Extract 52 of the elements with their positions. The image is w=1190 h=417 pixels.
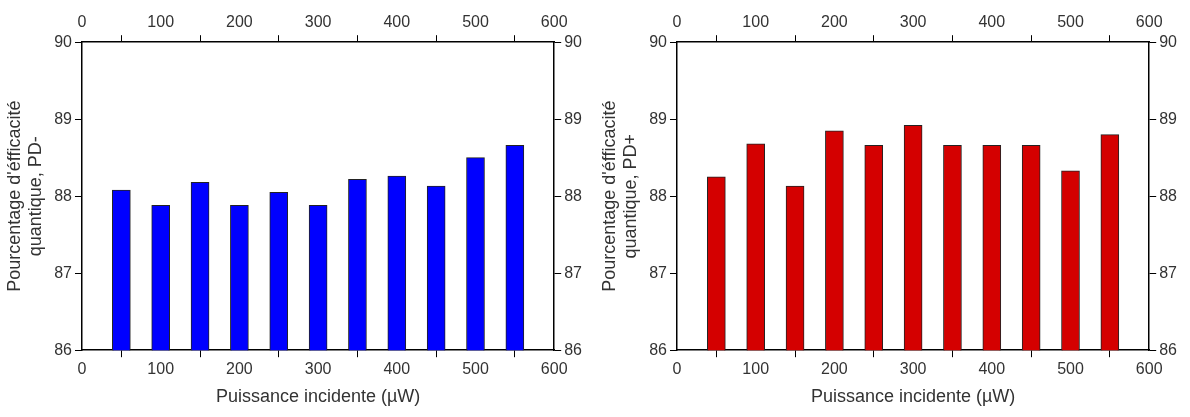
x2-tick-label: 0 (77, 13, 87, 31)
x-tick-label: 400 (383, 360, 411, 378)
x2-tick-label: 100 (147, 13, 175, 31)
y2-tick-label: 88 (1159, 186, 1178, 204)
x2-tick-label: 100 (742, 13, 770, 31)
x2-tick-label: 200 (821, 13, 848, 31)
y-tick-label: 87 (54, 263, 73, 281)
x-tick-label: 500 (462, 360, 489, 378)
y-tick-label: 87 (649, 263, 668, 281)
y2-tick-label: 87 (1159, 263, 1178, 281)
y2-tick-label: 88 (564, 186, 583, 204)
y2-tick-label: 90 (564, 32, 583, 50)
y2-tick-label: 90 (1159, 32, 1178, 50)
x2-tick-label: 0 (672, 13, 682, 31)
y2-tick-label: 86 (1159, 340, 1178, 358)
x2-tick-label: 200 (226, 13, 253, 31)
x-tick-label: 0 (672, 360, 682, 378)
x-tick-label: 400 (978, 360, 1006, 378)
x-axis-title: Puissance incidente (µW) (810, 386, 1016, 407)
x-tick-label: 100 (147, 360, 175, 378)
x2-tick-label: 600 (1135, 13, 1163, 31)
x-tick-label: 500 (1057, 360, 1084, 378)
y2-tick-label: 89 (564, 109, 583, 127)
y-axis-title: Pourcentage d'éfficacité quantique, PD+ (598, 100, 641, 292)
y-tick-label: 90 (54, 32, 73, 50)
x-tick-label: 100 (742, 360, 770, 378)
y-tick-label: 88 (54, 186, 73, 204)
x2-tick-label: 400 (978, 13, 1006, 31)
y2-tick-label: 87 (564, 263, 583, 281)
x2-tick-label: 500 (1057, 13, 1084, 31)
y-tick-label: 89 (54, 109, 73, 127)
y-tick-label: 86 (649, 340, 668, 358)
y-tick-label: 88 (649, 186, 668, 204)
x-tick-label: 300 (304, 360, 332, 378)
x2-tick-label: 600 (540, 13, 568, 31)
x-tick-label: 200 (821, 360, 848, 378)
x2-tick-label: 400 (383, 13, 411, 31)
x-tick-label: 600 (1135, 360, 1163, 378)
x-axis-title: Puissance incidente (µW) (215, 386, 421, 407)
x-tick-label: 200 (226, 360, 253, 378)
x2-tick-label: 500 (462, 13, 489, 31)
x-tick-label: 0 (77, 360, 87, 378)
y2-tick-label: 86 (564, 340, 583, 358)
y-tick-label: 89 (649, 109, 668, 127)
y-axis-title: Pourcentage d'éfficacité quantique, PD- (3, 100, 46, 292)
x-tick-label: 300 (899, 360, 927, 378)
y-tick-label: 90 (649, 32, 668, 50)
x2-tick-label: 300 (899, 13, 927, 31)
y-tick-label: 86 (54, 340, 73, 358)
x-tick-label: 600 (540, 360, 568, 378)
y2-tick-label: 89 (1159, 109, 1178, 127)
x2-tick-label: 300 (304, 13, 332, 31)
